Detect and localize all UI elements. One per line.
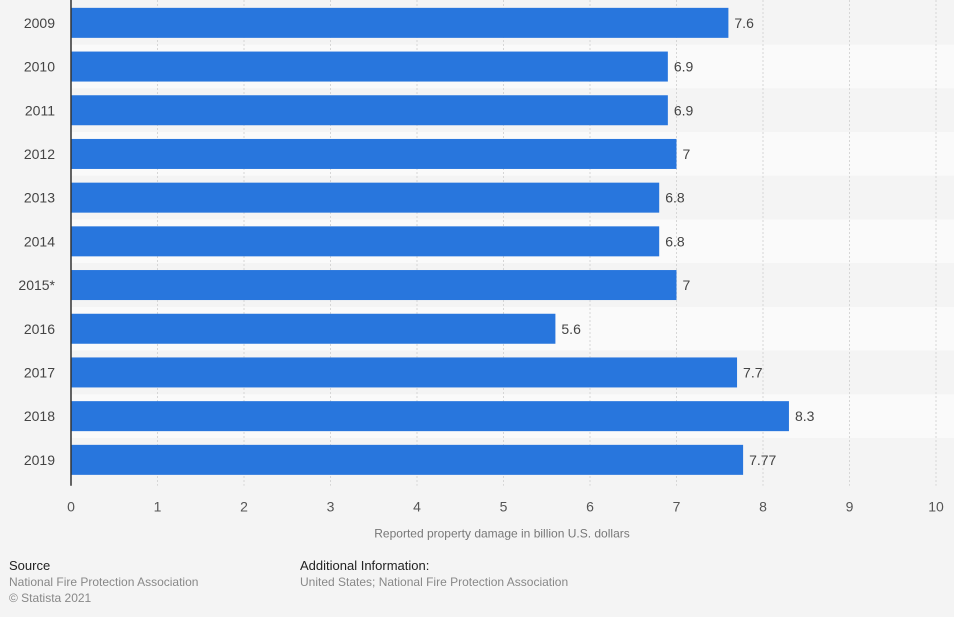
bar[interactable] xyxy=(71,270,677,301)
bar[interactable] xyxy=(71,313,556,344)
x-tick-label: 8 xyxy=(759,499,767,515)
y-tick-label: 2013 xyxy=(24,190,55,206)
data-label: 6.9 xyxy=(674,59,694,75)
y-tick-label: 2017 xyxy=(24,364,55,380)
source-block: Source National Fire Protection Associat… xyxy=(9,558,198,606)
bar[interactable] xyxy=(71,401,789,432)
data-label: 5.6 xyxy=(561,321,581,337)
x-tick-label: 0 xyxy=(67,499,75,515)
data-label: 7 xyxy=(683,146,691,162)
x-tick-label: 6 xyxy=(586,499,594,515)
x-axis-label: Reported property damage in billion U.S.… xyxy=(374,527,629,541)
y-tick-label: 2012 xyxy=(24,146,55,162)
data-label: 8.3 xyxy=(795,408,815,424)
bar[interactable] xyxy=(71,7,729,38)
data-label: 7 xyxy=(683,277,691,293)
additional-info-heading[interactable]: Additional Information: xyxy=(300,558,430,573)
data-label: 6.9 xyxy=(674,102,694,118)
y-tick-label: 2009 xyxy=(24,15,55,31)
x-tick-label: 4 xyxy=(413,499,421,515)
additional-info-block: Additional Information: United States; N… xyxy=(300,558,568,590)
x-tick-label: 3 xyxy=(327,499,335,515)
y-tick-label: 2011 xyxy=(25,102,55,118)
bar[interactable] xyxy=(71,182,660,213)
x-tick-label: 9 xyxy=(846,499,854,515)
bar[interactable] xyxy=(71,226,660,257)
bar[interactable] xyxy=(71,357,738,388)
y-tick-label: 2015* xyxy=(18,277,55,293)
x-tick-label: 2 xyxy=(240,499,248,515)
copyright-text: © Statista 2021 xyxy=(9,591,92,605)
bar-chart: 2009201020112012201320142015*20162017201… xyxy=(18,0,944,541)
data-label: 6.8 xyxy=(665,233,685,249)
additional-info-text: United States; National Fire Protection … xyxy=(300,575,569,589)
bar[interactable] xyxy=(71,95,668,126)
x-tick-label: 10 xyxy=(928,499,944,515)
bar[interactable] xyxy=(71,51,668,82)
data-label: 7.6 xyxy=(734,15,754,31)
y-tick-label: 2018 xyxy=(24,408,55,424)
data-label: 6.8 xyxy=(665,190,685,206)
x-tick-label: 7 xyxy=(673,499,681,515)
y-tick-label: 2014 xyxy=(24,233,55,249)
data-label: 7.7 xyxy=(743,364,763,380)
x-tick-label: 5 xyxy=(500,499,508,515)
source-text[interactable]: National Fire Protection Association xyxy=(9,575,199,589)
x-tick-label: 1 xyxy=(154,499,162,515)
data-label: 7.77 xyxy=(749,452,776,468)
y-tick-label: 2016 xyxy=(24,321,55,337)
y-tick-label: 2019 xyxy=(24,452,55,468)
source-heading: Source xyxy=(9,558,51,573)
y-tick-label: 2010 xyxy=(24,59,55,75)
bar[interactable] xyxy=(71,138,677,169)
bar[interactable] xyxy=(71,444,744,475)
